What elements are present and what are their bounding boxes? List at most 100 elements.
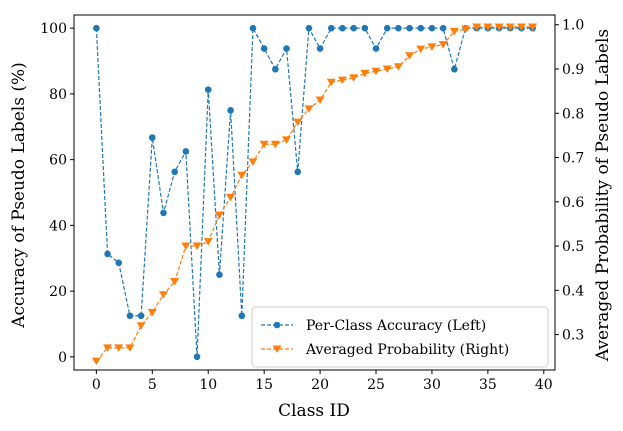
legend-label-accuracy: Per-Class Accuracy (Left): [306, 318, 486, 334]
data-point: [428, 24, 436, 32]
plot-frame: [73, 14, 556, 371]
y-right-tick-label: 0.7: [562, 151, 584, 167]
data-point: [293, 118, 303, 127]
data-point: [451, 65, 458, 73]
data-point: [382, 65, 392, 73]
data-point: [472, 23, 482, 31]
data-point: [483, 23, 493, 31]
data-point: [181, 242, 191, 251]
x-tick-label: 10: [199, 377, 217, 393]
y-right-tick-label: 0.5: [562, 239, 584, 255]
data-point: [305, 24, 313, 32]
x-tick-label: 30: [423, 377, 441, 393]
data-point: [283, 45, 290, 52]
data-point: [149, 134, 156, 141]
data-point: [91, 357, 101, 366]
y-left-tick-label: 40: [49, 218, 67, 234]
data-point: [103, 344, 113, 352]
data-point: [249, 24, 257, 32]
data-point: [182, 148, 190, 155]
data-point: [193, 353, 201, 361]
x-tick-label: 35: [479, 377, 497, 393]
series-probability: [91, 23, 538, 366]
series-accuracy: [93, 24, 536, 361]
data-point: [160, 209, 167, 217]
data-point: [350, 24, 357, 32]
data-point: [272, 65, 279, 73]
data-point: [226, 193, 236, 202]
x-tick-label: 15: [255, 377, 273, 393]
data-point: [416, 45, 426, 54]
legend-marker-accuracy: [273, 321, 281, 329]
ticks: 0 5 10 15 20 25 30 35 40 0 20 40 60 80 100 0.3 0.4 0.5 0.6…: [40, 18, 584, 393]
data-point: [315, 96, 325, 104]
data-point: [528, 23, 538, 31]
data-point: [494, 23, 504, 31]
data-point: [337, 76, 347, 85]
data-point: [248, 158, 258, 166]
data-point: [237, 171, 247, 180]
data-point: [327, 24, 335, 32]
data-point: [170, 277, 180, 286]
data-point: [93, 24, 100, 32]
data-point: [270, 140, 280, 149]
data-point: [326, 78, 336, 87]
data-point: [372, 45, 380, 52]
data-point: [203, 238, 213, 246]
data-point: [282, 136, 292, 144]
data-point: [260, 45, 268, 52]
data-point: [361, 24, 369, 32]
data-point: [438, 41, 448, 49]
data-point: [371, 67, 381, 76]
x-tick-label: 40: [535, 377, 553, 393]
data-point: [393, 63, 403, 71]
data-point: [516, 23, 526, 31]
y-right-tick-label: 1.0: [562, 18, 584, 34]
y-left-tick-label: 60: [49, 153, 67, 169]
data-point: [204, 86, 212, 93]
data-point: [294, 168, 302, 176]
series-line: [95, 26, 533, 362]
data-point: [115, 259, 123, 267]
y-left-tick-label: 0: [58, 350, 67, 366]
data-point: [126, 312, 134, 320]
y-axis-right-label: Averaged Probability of Pseudo Labels: [593, 29, 613, 362]
data-point: [137, 312, 145, 320]
legend: Per-Class Accuracy (Left) Averaged Proba…: [251, 306, 549, 368]
data-point: [505, 23, 515, 31]
data-point: [417, 24, 425, 32]
data-point: [192, 242, 202, 251]
data-point: [114, 344, 124, 352]
x-tick-label: 5: [148, 377, 157, 393]
series-layer: [91, 23, 538, 366]
y-right-tick-label: 0.9: [562, 62, 584, 78]
data-point: [136, 322, 146, 330]
legend-box: [251, 306, 549, 368]
y-left-tick-label: 100: [40, 21, 67, 37]
data-point: [405, 52, 415, 60]
y-right-tick-label: 0.8: [562, 106, 584, 122]
y-left-tick-label: 20: [49, 284, 67, 300]
data-point: [158, 291, 168, 299]
x-axis-label: Class ID: [278, 401, 350, 421]
data-point: [227, 107, 234, 114]
data-point: [461, 25, 471, 34]
data-point: [171, 168, 178, 176]
series-line: [95, 25, 533, 357]
data-point: [316, 45, 324, 52]
y-right-tick-label: 0.6: [562, 195, 584, 211]
data-point: [214, 211, 224, 220]
legend-label-probability: Averaged Probability (Right): [305, 342, 509, 358]
y-left-tick-label: 80: [49, 87, 67, 103]
data-point: [349, 74, 359, 82]
data-point: [339, 24, 346, 32]
axes: [73, 14, 556, 371]
x-tick-label: 0: [92, 377, 101, 393]
data-point: [104, 250, 111, 258]
data-point: [147, 308, 157, 317]
data-point: [360, 69, 370, 78]
data-point: [395, 24, 402, 32]
data-point: [406, 24, 413, 32]
y-axis-left-label: Accuracy of Pseudo Labels (%): [9, 62, 29, 329]
